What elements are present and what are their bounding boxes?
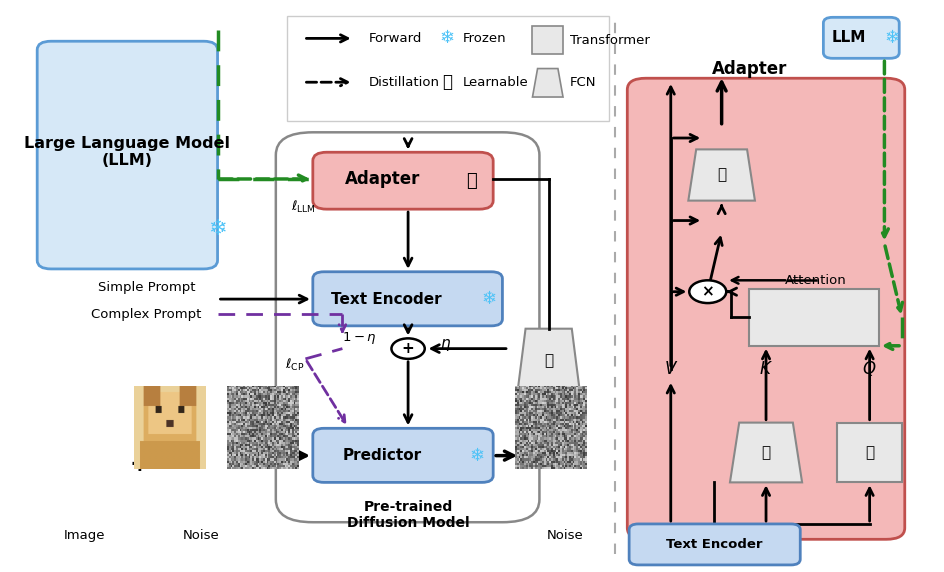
Text: Frozen: Frozen — [463, 32, 506, 45]
Text: Pre-trained
Diffusion Model: Pre-trained Diffusion Model — [346, 500, 469, 530]
Text: Noise: Noise — [547, 529, 583, 542]
Text: ×: × — [700, 284, 714, 299]
Text: Attention: Attention — [784, 274, 846, 287]
FancyBboxPatch shape — [822, 17, 899, 58]
Circle shape — [688, 280, 726, 303]
Text: $V$: $V$ — [663, 360, 677, 378]
Text: Large Language Model
(LLM): Large Language Model (LLM) — [24, 136, 229, 168]
FancyBboxPatch shape — [276, 132, 539, 522]
Text: ❄: ❄ — [208, 219, 227, 239]
FancyBboxPatch shape — [37, 41, 217, 269]
Text: 🔥: 🔥 — [761, 444, 769, 460]
Text: Simple Prompt: Simple Prompt — [97, 281, 194, 294]
Text: ❄: ❄ — [468, 447, 483, 464]
Text: LLM: LLM — [832, 30, 866, 45]
FancyBboxPatch shape — [629, 524, 800, 565]
Polygon shape — [729, 423, 801, 482]
Text: ❄: ❄ — [884, 29, 899, 47]
FancyBboxPatch shape — [312, 428, 493, 482]
Text: Complex Prompt: Complex Prompt — [91, 308, 201, 321]
Text: Transformer: Transformer — [569, 34, 649, 46]
Text: 🔥: 🔥 — [466, 172, 477, 190]
Text: $\eta$: $\eta$ — [440, 337, 451, 352]
Bar — [749, 289, 878, 345]
Text: 🔥: 🔥 — [442, 73, 451, 91]
Text: Image: Image — [63, 529, 105, 542]
Text: Learnable: Learnable — [463, 76, 528, 89]
Text: $Q$: $Q$ — [862, 359, 876, 378]
Text: $\ell_{\mathrm{LLM}}$: $\ell_{\mathrm{LLM}}$ — [291, 200, 315, 216]
Text: Distillation: Distillation — [368, 76, 439, 89]
Polygon shape — [687, 149, 754, 201]
Text: +: + — [129, 452, 148, 475]
Text: $\ell_{\mathrm{CP}}$: $\ell_{\mathrm{CP}}$ — [284, 356, 304, 372]
Bar — [836, 423, 901, 482]
Text: Forward: Forward — [368, 32, 421, 45]
Text: $1-\eta$: $1-\eta$ — [342, 331, 376, 347]
Circle shape — [391, 339, 424, 359]
Bar — [287, 15, 608, 121]
FancyBboxPatch shape — [312, 272, 502, 326]
Text: ❄: ❄ — [439, 29, 454, 47]
Text: ❄: ❄ — [480, 290, 496, 308]
Text: 🔥: 🔥 — [864, 444, 873, 460]
Polygon shape — [516, 329, 580, 394]
Text: +: + — [401, 341, 414, 356]
Polygon shape — [531, 69, 563, 97]
FancyBboxPatch shape — [627, 78, 903, 539]
Text: Adapter: Adapter — [711, 59, 786, 78]
Bar — [531, 26, 562, 54]
Text: Text Encoder: Text Encoder — [666, 538, 762, 551]
Text: FCN: FCN — [569, 76, 596, 89]
Text: Adapter: Adapter — [345, 170, 419, 188]
Text: $K$: $K$ — [758, 360, 772, 378]
Text: Noise: Noise — [182, 529, 219, 542]
Text: 🔥: 🔥 — [716, 167, 725, 182]
Text: Predictor: Predictor — [343, 448, 421, 463]
Text: Text Encoder: Text Encoder — [330, 292, 441, 307]
Text: 🔥: 🔥 — [544, 353, 552, 368]
FancyBboxPatch shape — [312, 152, 493, 209]
